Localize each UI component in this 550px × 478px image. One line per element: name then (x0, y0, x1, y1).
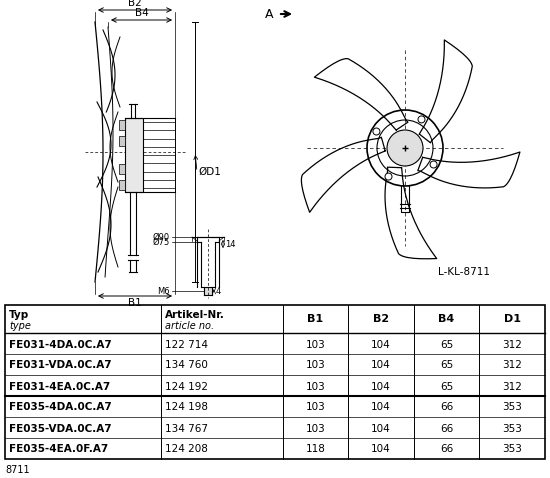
Circle shape (430, 161, 437, 168)
Text: FE031-4DA.0C.A7: FE031-4DA.0C.A7 (9, 339, 112, 349)
Text: 66: 66 (440, 424, 453, 434)
Text: L-KL-8711: L-KL-8711 (438, 267, 490, 277)
Text: FE031-VDA.0C.A7: FE031-VDA.0C.A7 (9, 360, 112, 370)
Text: 66: 66 (440, 402, 453, 413)
Text: 124 208: 124 208 (166, 445, 208, 455)
Text: 353: 353 (502, 402, 522, 413)
Text: 124 198: 124 198 (166, 402, 208, 413)
Text: B1: B1 (307, 314, 323, 324)
Text: 103: 103 (305, 339, 325, 349)
Text: B1: B1 (128, 298, 142, 308)
Text: 104: 104 (371, 445, 391, 455)
Text: 103: 103 (305, 402, 325, 413)
Text: FE035-VDA.0C.A7: FE035-VDA.0C.A7 (9, 424, 112, 434)
Text: 4: 4 (216, 286, 221, 295)
Bar (5, 305, 545, 459)
Text: 122 714: 122 714 (166, 339, 208, 349)
Text: 353: 353 (502, 424, 522, 434)
Circle shape (387, 130, 423, 166)
Text: B4: B4 (135, 8, 148, 18)
Text: WENTEL: WENTEL (104, 341, 276, 409)
Text: B2: B2 (373, 314, 389, 324)
Text: 66: 66 (440, 445, 453, 455)
Text: 14: 14 (225, 239, 235, 249)
Bar (119, 164, 125, 174)
Text: 124 192: 124 192 (166, 381, 208, 391)
Text: D1: D1 (504, 314, 521, 324)
Text: 104: 104 (371, 360, 391, 370)
Text: 104: 104 (371, 424, 391, 434)
Text: 65: 65 (440, 360, 453, 370)
Circle shape (373, 128, 380, 135)
Text: ØD1: ØD1 (198, 167, 221, 177)
Bar (119, 180, 125, 190)
Text: 8711: 8711 (5, 465, 30, 475)
Text: 65: 65 (440, 339, 453, 349)
Text: 312: 312 (502, 381, 522, 391)
Circle shape (418, 116, 425, 123)
Text: 103: 103 (305, 424, 325, 434)
Text: A: A (265, 8, 273, 21)
Text: type: type (9, 321, 31, 331)
Text: M6: M6 (157, 286, 170, 295)
Text: 103: 103 (305, 360, 325, 370)
Text: 103: 103 (305, 381, 325, 391)
Text: Artikel-Nr.: Artikel-Nr. (166, 310, 225, 320)
Text: 65: 65 (440, 381, 453, 391)
Text: Ø90: Ø90 (153, 232, 170, 241)
Text: B4: B4 (438, 314, 455, 324)
Text: 118: 118 (305, 445, 325, 455)
Text: FE035-4DA.0C.A7: FE035-4DA.0C.A7 (9, 402, 112, 413)
Bar (125, 118, 143, 192)
Bar (119, 136, 125, 146)
Circle shape (385, 173, 392, 180)
Text: 312: 312 (502, 339, 522, 349)
Text: 104: 104 (371, 402, 391, 413)
Text: FE031-4EA.0C.A7: FE031-4EA.0C.A7 (9, 381, 110, 391)
Text: B2: B2 (128, 0, 142, 8)
Bar (119, 120, 125, 130)
Text: 104: 104 (371, 339, 391, 349)
Text: 134 760: 134 760 (166, 360, 208, 370)
Text: Ø75: Ø75 (153, 238, 170, 247)
Text: FE035-4EA.0F.A7: FE035-4EA.0F.A7 (9, 445, 108, 455)
Text: 134 767: 134 767 (166, 424, 208, 434)
Text: 353: 353 (502, 445, 522, 455)
Text: Typ: Typ (9, 310, 29, 320)
Text: 312: 312 (502, 360, 522, 370)
Text: article no.: article no. (166, 321, 214, 331)
Text: 104: 104 (371, 381, 391, 391)
